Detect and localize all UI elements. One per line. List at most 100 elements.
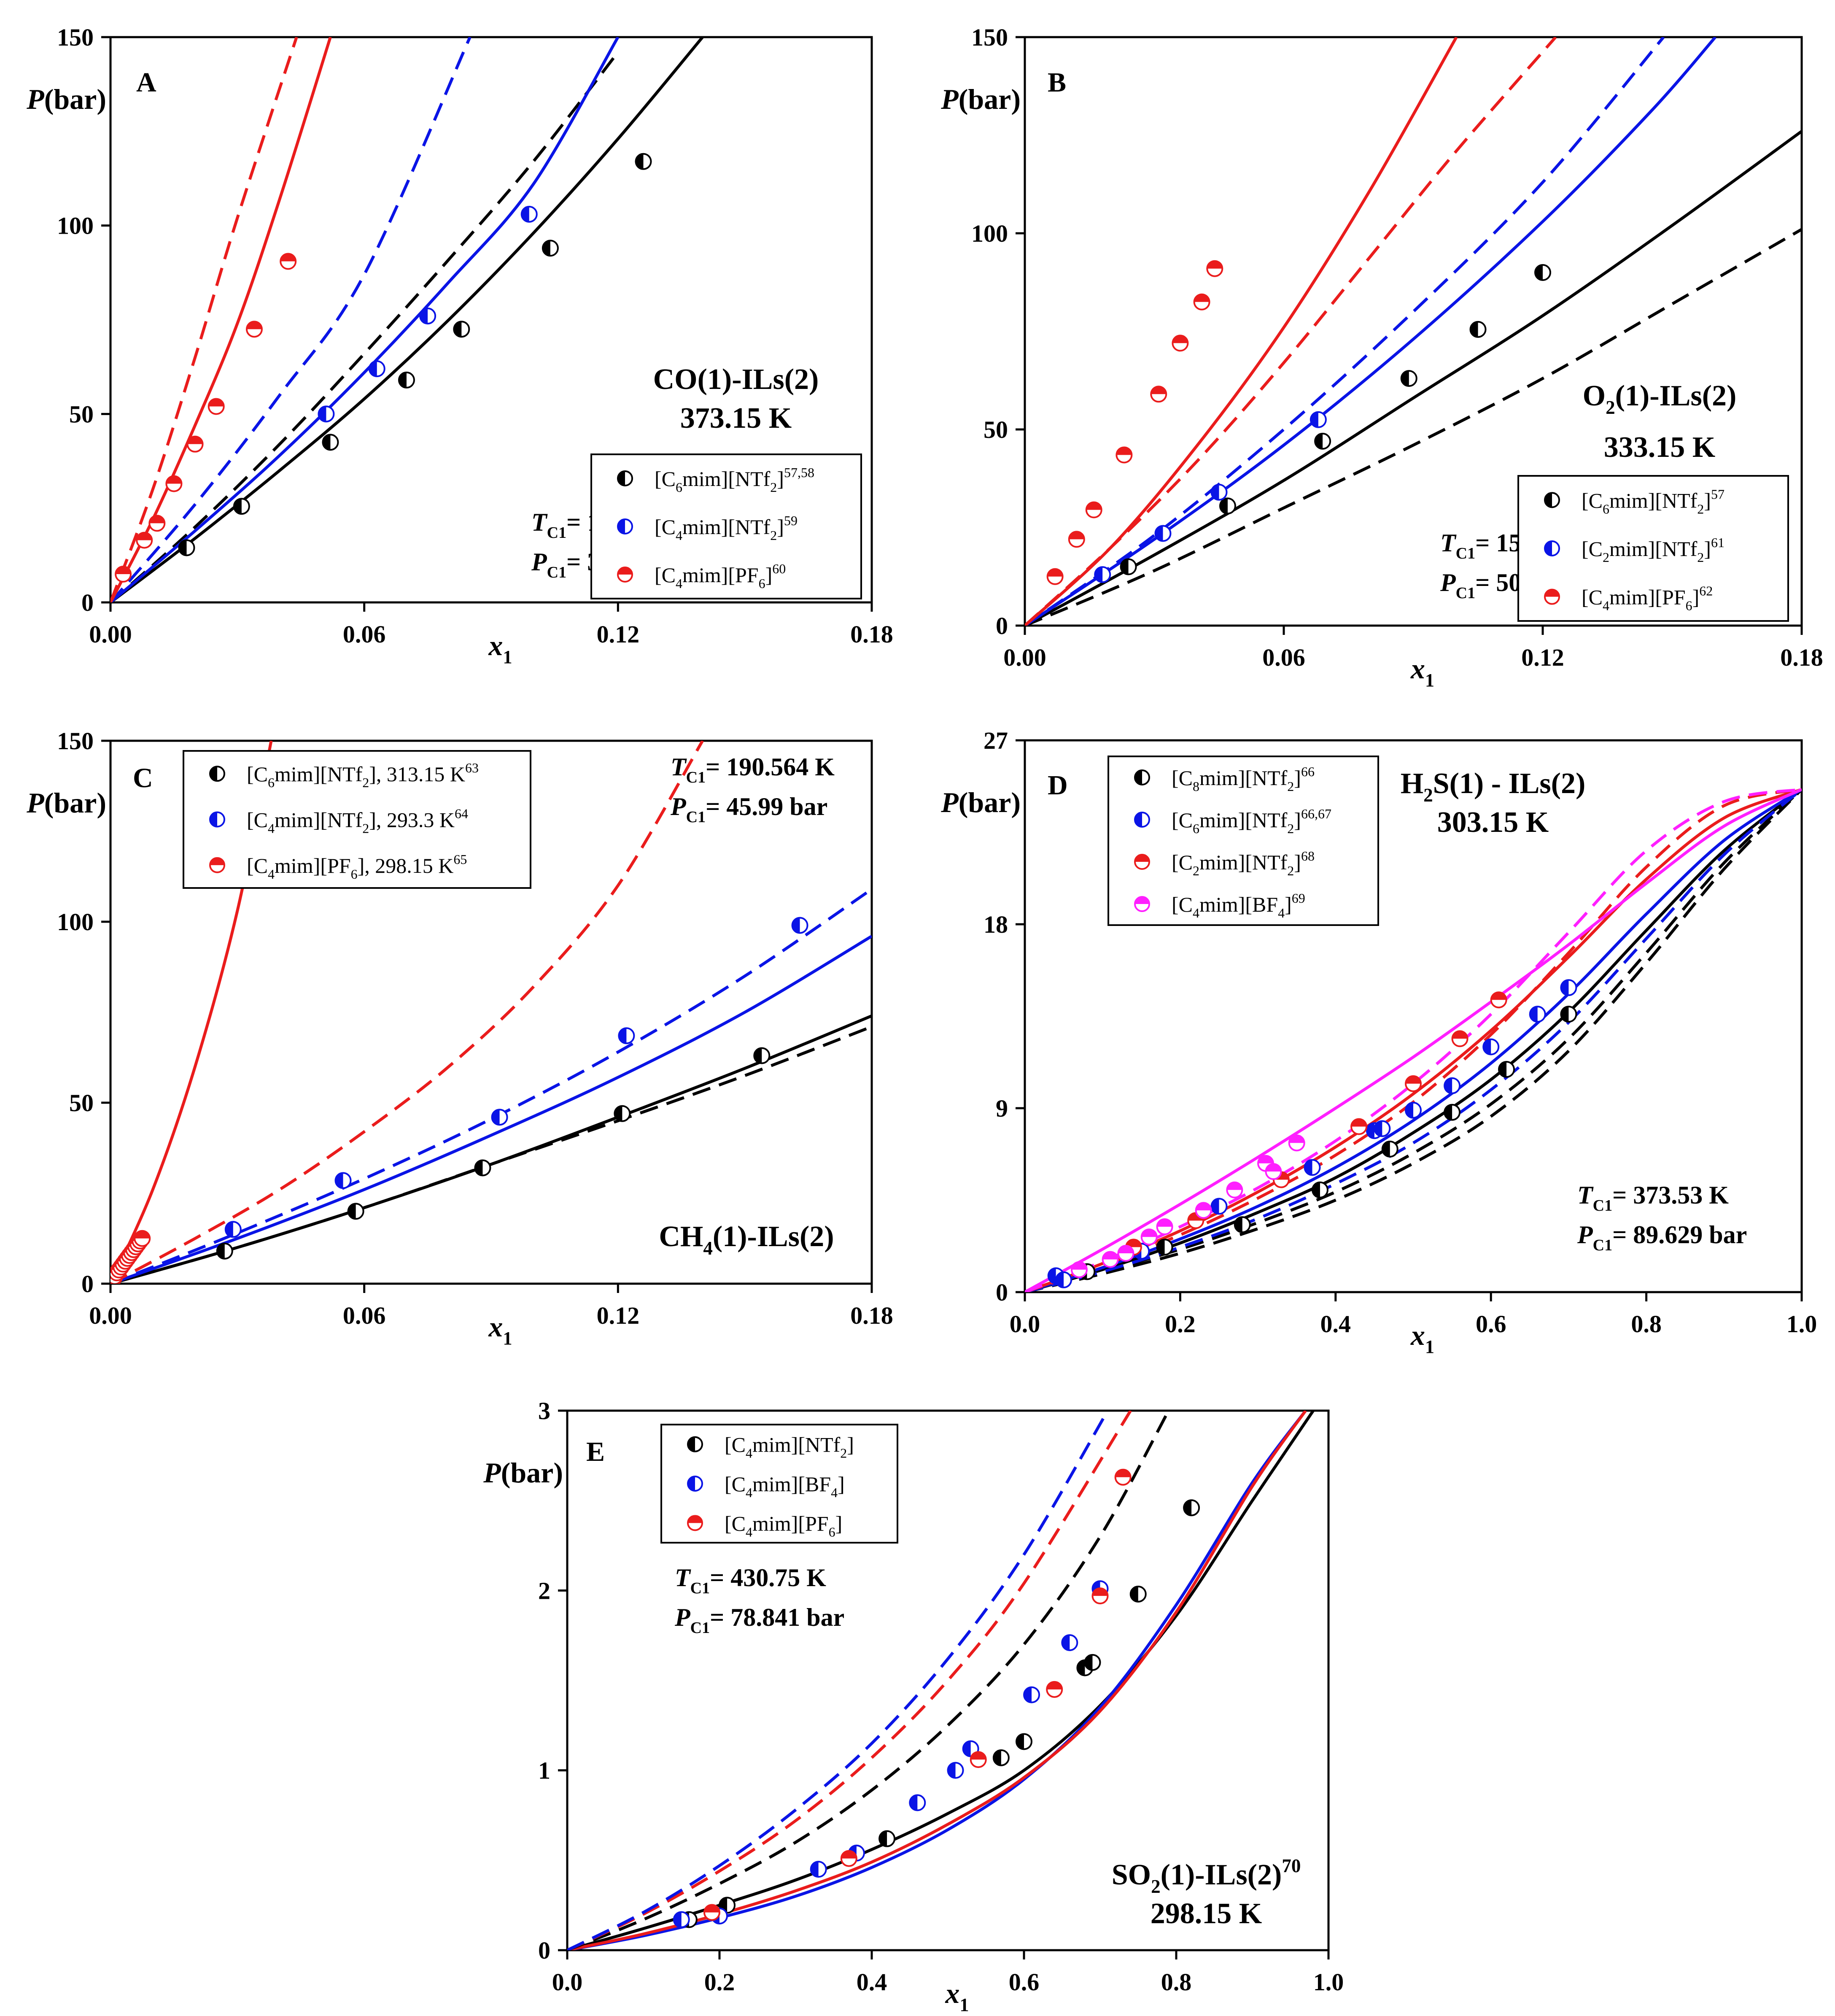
y-tick-label: 9	[996, 1095, 1008, 1122]
y-tick-label: 2	[538, 1577, 550, 1604]
x-tick-label: 0.8	[1161, 1968, 1192, 1996]
data-point	[165, 475, 183, 492]
data-point	[1314, 432, 1331, 450]
x-tick-label: 0.12	[597, 1302, 640, 1329]
panel-label: A	[136, 67, 156, 98]
data-point	[1183, 1499, 1200, 1517]
y-tick-label: 18	[984, 911, 1008, 938]
series-line	[110, 888, 872, 1284]
data-point	[909, 1794, 926, 1811]
data-point	[1091, 1587, 1109, 1605]
x-tick-label: 0.2	[704, 1968, 735, 1996]
plot-frame	[109, 36, 873, 604]
series-line	[1025, 37, 1665, 626]
x-tick-label: 0.00	[1003, 644, 1046, 671]
chart-panel-a: 0.00 0.06 0.12 0.18 0 50 100 150 x1 P(bar) A CO(1)-…	[26, 24, 893, 667]
data-point	[1070, 1261, 1088, 1278]
legend-label: [C4mim][NTf2]59	[655, 513, 798, 543]
legend-label: [C4mim][PF6]60	[655, 561, 786, 591]
data-point	[233, 498, 250, 515]
legend-marker	[1544, 540, 1560, 556]
chart-panel-e: 0.0 0.2 0.4 0.6 0.8 1.0 0 1 2 3 x1 P(bar) E SO2(1)-IL…	[483, 1397, 1344, 2015]
data-point	[1172, 335, 1189, 352]
data-point	[186, 435, 204, 453]
data-point	[1210, 483, 1228, 501]
series-line	[567, 1411, 1132, 1950]
x-tick-label: 0.00	[89, 621, 132, 648]
y-tick-label: 50	[984, 416, 1008, 443]
data-point	[245, 321, 263, 338]
data-point	[347, 1203, 364, 1220]
plot-area	[1025, 788, 1802, 1292]
panel-label: E	[586, 1436, 605, 1467]
data-point	[840, 1850, 857, 1867]
y-tick-label: 0	[996, 1279, 1008, 1306]
critical-temperature: TC1= 430.75 K	[675, 1564, 826, 1597]
y-tick-label: 100	[57, 908, 94, 936]
legend-marker	[617, 567, 633, 583]
data-point	[791, 917, 808, 934]
legend-label: [C6mim][NTf2]66,67	[1172, 806, 1331, 836]
data-point	[1490, 991, 1507, 1009]
data-point	[1094, 566, 1111, 583]
legend-label: [C4mim][PF6]62	[1582, 583, 1713, 613]
series-line	[567, 1411, 1170, 1950]
data-point	[1405, 1075, 1422, 1092]
data-point	[520, 205, 538, 223]
data-point	[280, 253, 297, 270]
series-line	[567, 1411, 1307, 1950]
data-point	[491, 1109, 508, 1126]
temperature-title: 303.15 K	[1437, 806, 1549, 839]
series-line	[1025, 788, 1802, 1292]
data-point	[1405, 1101, 1422, 1119]
series-line	[110, 37, 298, 602]
data-point	[635, 153, 652, 170]
y-tick-label: 100	[57, 212, 94, 240]
data-point	[419, 308, 437, 325]
data-point	[136, 532, 153, 549]
x-tick-label: 0.06	[1262, 644, 1305, 671]
data-point	[398, 371, 415, 389]
data-point	[1219, 497, 1236, 515]
data-point	[1498, 1061, 1515, 1078]
data-point	[1234, 1216, 1251, 1233]
data-point	[1195, 1202, 1212, 1219]
x-tick-label: 0.18	[1780, 644, 1823, 671]
chart-panel-c: 0.00 0.06 0.12 0.18 0 50 100 150 x1 P(bar) C CH4(1)…	[26, 727, 893, 1349]
legend-marker	[1544, 492, 1560, 508]
y-tick-label: 150	[57, 24, 94, 51]
y-axis-label: P(bar)	[26, 787, 106, 819]
y-tick-label: 0	[81, 1270, 94, 1298]
series-line	[110, 37, 472, 602]
legend-marker	[209, 811, 225, 828]
series-line	[1025, 37, 1458, 626]
y-axis-label: P(bar)	[483, 1457, 563, 1489]
plot-frame	[1024, 36, 1803, 627]
critical-pressure: PC1= 45.99 bar	[670, 793, 827, 826]
legend-marker	[617, 470, 633, 486]
legend-label: [C6mim][NTf2], 313.15 K63	[247, 760, 479, 790]
y-tick-label: 1	[538, 1757, 550, 1784]
x-tick-label: 0.06	[343, 1302, 386, 1329]
x-tick-label: 0.00	[89, 1302, 132, 1329]
system-title: CO(1)-ILs(2)	[653, 363, 819, 396]
data-point	[614, 1105, 631, 1122]
data-point	[703, 1904, 720, 1921]
x-tick-label: 0.18	[850, 1302, 893, 1329]
plot-area	[110, 741, 872, 1284]
x-tick-label: 0.06	[343, 621, 386, 648]
legend-marker	[687, 1476, 703, 1492]
x-axis-label: x1	[488, 629, 512, 667]
x-axis-label: x1	[945, 1977, 969, 2015]
legend: [C6mim][NTf2]57,58 [C4mim][NTf2]59 [C4mim]…	[590, 453, 862, 599]
data-point	[1381, 1140, 1398, 1158]
system-title: O2(1)-ILs(2)	[1583, 380, 1737, 418]
legend: [C6mim][NTf2], 313.15 K63 [C4mim][NTf2], …	[183, 750, 531, 889]
panel-label: C	[133, 763, 153, 793]
data-point	[1288, 1134, 1305, 1152]
system-title: SO2(1)-ILs(2)70	[1112, 1855, 1301, 1897]
data-point	[1016, 1733, 1032, 1750]
series-line	[1025, 228, 1802, 626]
data-point	[1046, 568, 1064, 585]
legend-label: [C6mim][NTf2]57,58	[655, 465, 814, 495]
